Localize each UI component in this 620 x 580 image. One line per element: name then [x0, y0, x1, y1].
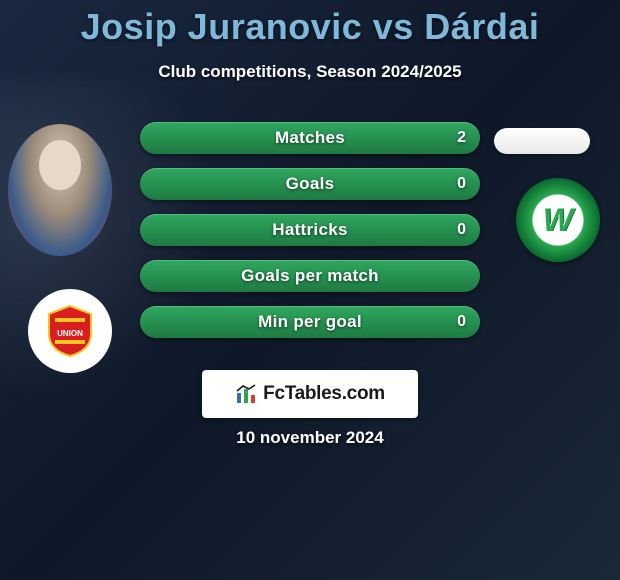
page-title: Josip Juranovic vs Dárdai — [0, 0, 620, 48]
svg-text:UNION: UNION — [57, 329, 83, 338]
date-label: 10 november 2024 — [0, 428, 620, 448]
content-root: Josip Juranovic vs Dárdai Club competiti… — [0, 0, 620, 580]
brand-attribution: FcTables.com — [202, 370, 418, 418]
player-photo-left — [8, 124, 112, 256]
player-pill-right — [494, 128, 590, 154]
stat-row-goals-per-match: Goals per match — [140, 260, 480, 292]
stat-value-right: 2 — [457, 129, 466, 147]
stat-row-goals: Goals 0 — [140, 168, 480, 200]
club-badge-union: UNION — [28, 289, 112, 373]
stat-label: Hattricks — [272, 220, 347, 240]
stat-label: Min per goal — [258, 312, 362, 332]
stat-value-right: 0 — [457, 175, 466, 193]
stats-table: Matches 2 Goals 0 Hattricks 0 Goals per … — [140, 122, 480, 352]
stat-row-min-per-goal: Min per goal 0 — [140, 306, 480, 338]
stat-label: Matches — [275, 128, 345, 148]
wolfsburg-icon: W — [543, 202, 573, 239]
brand-text: FcTables.com — [263, 383, 385, 405]
club-badge-wolfsburg: W — [516, 178, 600, 262]
stat-label: Goals per match — [241, 266, 379, 286]
union-berlin-icon: UNION — [43, 304, 97, 358]
stat-row-hattricks: Hattricks 0 — [140, 214, 480, 246]
page-subtitle: Club competitions, Season 2024/2025 — [0, 62, 620, 82]
fctables-icon — [235, 383, 257, 405]
stat-row-matches: Matches 2 — [140, 122, 480, 154]
stat-label: Goals — [286, 174, 335, 194]
stat-value-right: 0 — [457, 313, 466, 331]
stat-value-right: 0 — [457, 221, 466, 239]
